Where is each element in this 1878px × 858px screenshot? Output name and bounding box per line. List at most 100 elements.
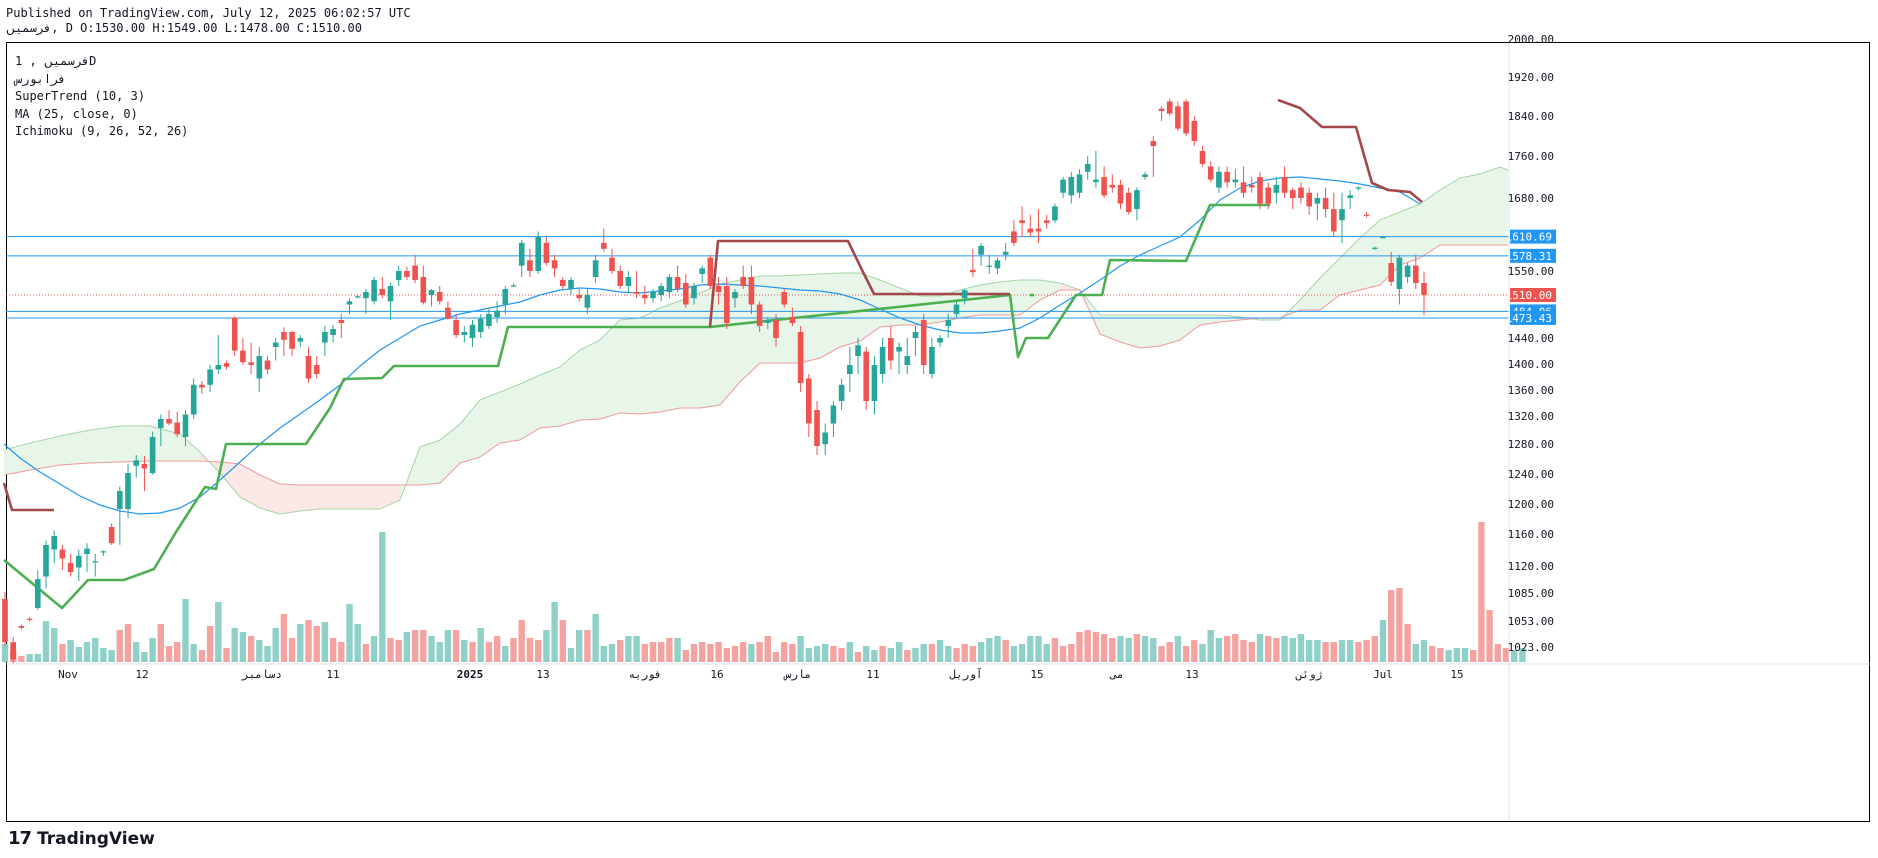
candle-body xyxy=(781,292,787,305)
legend-supertrend[interactable]: SuperTrend (10, 3) xyxy=(15,89,146,103)
price-axis-tick: 1240.00 xyxy=(1508,468,1554,481)
legend-ma[interactable]: MA (25, close, 0) xyxy=(15,106,138,121)
candle-body xyxy=(1019,220,1025,224)
price-label-text: 1473.43 xyxy=(1506,312,1552,325)
candle-body xyxy=(1158,108,1165,112)
candle-body xyxy=(445,307,451,319)
volume-bar xyxy=(1240,640,1247,662)
candle-body xyxy=(1257,177,1263,204)
volume-bar xyxy=(748,644,755,662)
volume-bar xyxy=(1322,642,1329,662)
volume-bar xyxy=(1125,638,1132,662)
volume-bar xyxy=(1002,640,1009,662)
price-axis-tick: 1053.00 xyxy=(1508,615,1554,628)
volume-bar xyxy=(215,602,222,662)
volume-bar xyxy=(789,644,796,662)
volume-bar xyxy=(772,652,780,662)
candle-body xyxy=(576,295,582,299)
volume-bar xyxy=(461,640,468,662)
tradingview-logo[interactable]: 17 TradingView xyxy=(8,828,155,849)
volume-bar xyxy=(190,644,197,662)
volume-bar xyxy=(174,642,181,662)
candle-body xyxy=(1290,190,1296,198)
volume-bar xyxy=(116,630,123,662)
volume-bar xyxy=(1010,646,1018,662)
volume-bar xyxy=(1166,642,1173,662)
candle-body xyxy=(100,551,107,553)
candle-body xyxy=(404,271,410,277)
ichimoku-cloud-segment xyxy=(200,452,400,514)
candle-body xyxy=(535,237,541,271)
volume-bar xyxy=(1412,644,1419,662)
volume-bar xyxy=(1445,650,1452,662)
candle-body xyxy=(289,332,295,349)
indicator-legend: فرسمیں , 1D فرابورس SuperTrend (10, 3) M… xyxy=(15,53,188,141)
volume-bar xyxy=(551,602,558,662)
price-axis-tick: 2000.00 xyxy=(1508,33,1554,46)
volume-bar xyxy=(1404,624,1411,662)
volume-bar xyxy=(379,532,386,662)
candle-body xyxy=(84,548,90,554)
tradingview-mark-icon: 17 xyxy=(8,828,32,849)
volume-bar xyxy=(280,614,288,662)
candle-body xyxy=(199,384,205,388)
candle-body xyxy=(740,277,746,286)
volume-layer xyxy=(1,522,1526,662)
candle-body xyxy=(699,268,705,274)
volume-bar xyxy=(1199,644,1206,662)
candle-body xyxy=(863,351,869,401)
candle-body xyxy=(1232,179,1239,183)
volume-bar xyxy=(329,638,337,662)
volume-bar xyxy=(239,632,247,662)
volume-bar xyxy=(576,630,583,662)
volume-bar xyxy=(1429,646,1436,662)
price-axis-tick: 1760.00 xyxy=(1508,150,1554,163)
volume-bar xyxy=(206,626,214,662)
candle-body xyxy=(1421,283,1427,295)
candle-body xyxy=(305,356,312,379)
time-axis-tick: 12 xyxy=(135,668,148,681)
time-axis-tick: آوریل xyxy=(949,667,982,681)
candle-body xyxy=(970,269,976,273)
volume-bar xyxy=(1511,650,1518,662)
candle-body xyxy=(26,618,33,620)
candle-body xyxy=(313,365,320,374)
volume-bar xyxy=(1207,630,1214,662)
volume-bar xyxy=(1437,648,1444,662)
volume-bar xyxy=(674,638,681,662)
legend-symbol[interactable]: فرسمیں , 1D xyxy=(15,54,97,68)
candle-body xyxy=(59,549,66,559)
candle-body xyxy=(961,290,968,299)
candle-body xyxy=(978,245,984,255)
candle-body xyxy=(920,320,927,365)
volume-bar xyxy=(403,632,411,662)
candle-body xyxy=(650,292,656,299)
candle-body xyxy=(215,365,222,370)
volume-bar xyxy=(1191,640,1198,662)
volume-bar xyxy=(977,642,985,662)
volume-bar xyxy=(682,650,689,662)
volume-bar xyxy=(994,636,1001,662)
volume-bar xyxy=(1306,640,1313,662)
volume-bar xyxy=(1265,636,1272,662)
volume-bar xyxy=(313,626,320,662)
volume-bar xyxy=(756,642,763,662)
candle-body xyxy=(67,563,74,572)
volume-bar xyxy=(1289,638,1296,662)
candle-body xyxy=(1142,174,1148,177)
volume-bar xyxy=(1100,634,1108,662)
volume-bar xyxy=(1027,636,1034,662)
price-axis-tick: 1440.00 xyxy=(1508,332,1554,345)
candle-body xyxy=(330,329,336,335)
legend-ichimoku[interactable]: Ichimoku (9, 26, 52, 26) xyxy=(15,124,189,138)
volume-bar xyxy=(83,642,91,662)
volume-bar xyxy=(485,642,493,662)
volume-bar xyxy=(124,624,132,662)
volume-bar xyxy=(502,646,509,662)
volume-bar xyxy=(436,642,443,662)
price-axis-tick: 1280.00 xyxy=(1508,438,1554,451)
volume-bar xyxy=(936,640,944,662)
candle-body xyxy=(822,432,828,445)
time-axis-tick: می xyxy=(1109,668,1123,681)
